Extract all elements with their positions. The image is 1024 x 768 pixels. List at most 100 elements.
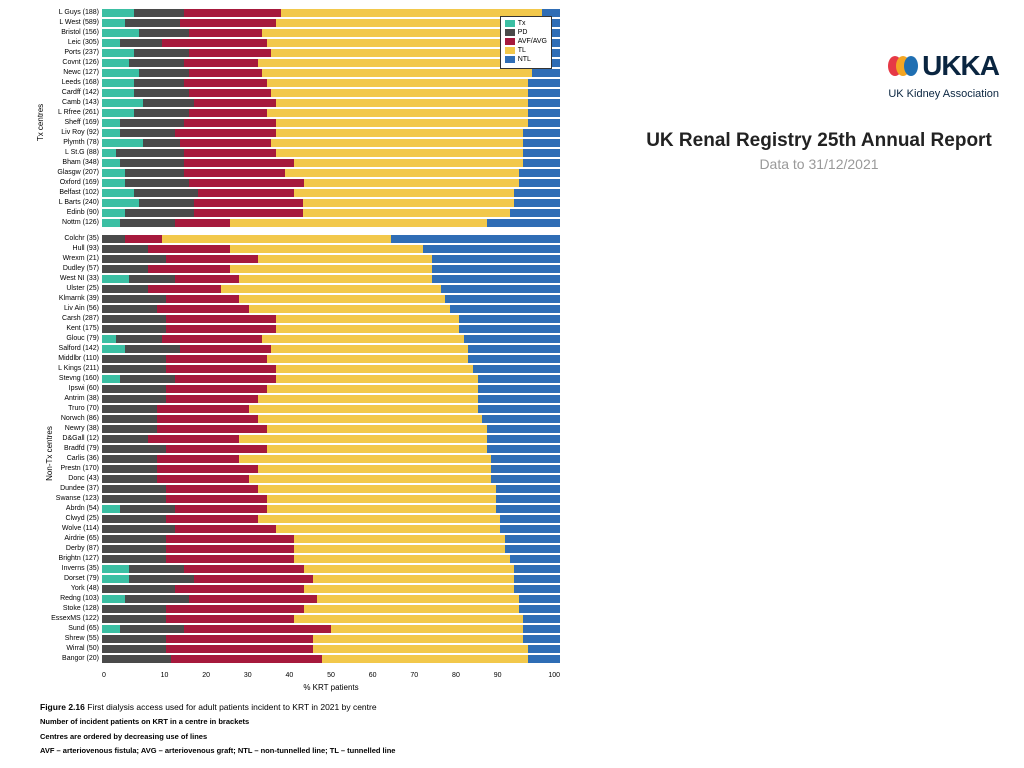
bar-label: Colchr (35) xyxy=(40,235,102,242)
bar-segment xyxy=(166,315,276,323)
bar-row: Carlis (36) xyxy=(40,454,560,463)
bar-row: Belfast (102) xyxy=(40,188,560,197)
bar-label: Bham (348) xyxy=(40,159,102,166)
legend-item: Tx xyxy=(505,20,547,27)
bar-segment xyxy=(166,395,258,403)
bar-segment xyxy=(267,109,528,117)
bar-segment xyxy=(166,485,258,493)
bar-segment xyxy=(102,285,148,293)
bar-label: Swanse (123) xyxy=(40,495,102,502)
bar-segment xyxy=(102,525,175,533)
bar-row: Prestn (170) xyxy=(40,464,560,473)
bar-track xyxy=(102,59,560,67)
bar-track xyxy=(102,595,560,603)
bar-segment xyxy=(239,275,431,283)
bar-row: Ports (237) xyxy=(40,48,560,57)
bar-label: Ports (237) xyxy=(40,49,102,56)
bar-segment xyxy=(468,345,560,353)
bar-track xyxy=(102,655,560,663)
bar-segment xyxy=(102,505,120,513)
bar-label: Newc (127) xyxy=(40,69,102,76)
bar-segment xyxy=(102,405,157,413)
bar-segment xyxy=(313,635,524,643)
bar-segment xyxy=(496,485,560,493)
bar-segment xyxy=(519,595,560,603)
bar-segment xyxy=(294,555,509,563)
bar-segment xyxy=(102,305,157,313)
bar-track xyxy=(102,455,560,463)
x-axis-label: % KRT patients xyxy=(102,683,560,692)
bar-segment xyxy=(162,39,267,47)
bar-segment xyxy=(491,475,560,483)
bar-segment xyxy=(184,59,257,67)
bar-segment xyxy=(134,49,189,57)
bar-segment xyxy=(102,139,143,147)
bar-segment xyxy=(528,119,560,127)
bar-segment xyxy=(102,535,166,543)
bar-row: Stoke (128) xyxy=(40,604,560,613)
bar-segment xyxy=(189,29,262,37)
bar-label: Derby (87) xyxy=(40,545,102,552)
bar-label: L Guys (188) xyxy=(40,9,102,16)
bar-segment xyxy=(510,209,560,217)
bar-track xyxy=(102,625,560,633)
bar-segment xyxy=(276,325,459,333)
bar-segment xyxy=(194,99,276,107)
bar-segment xyxy=(166,385,267,393)
bar-segment xyxy=(184,565,303,573)
bar-segment xyxy=(519,179,560,187)
bar-track xyxy=(102,209,560,217)
bar-segment xyxy=(184,79,266,87)
bar-segment xyxy=(175,525,276,533)
bar-segment xyxy=(157,305,249,313)
bar-row: Dorset (79) xyxy=(40,574,560,583)
bar-segment xyxy=(134,9,184,17)
bar-track xyxy=(102,645,560,653)
bar-track xyxy=(102,275,560,283)
bar-segment xyxy=(129,275,175,283)
bar-segment xyxy=(102,325,166,333)
bar-row: Colchr (35) xyxy=(40,234,560,243)
bar-label: Leic (305) xyxy=(40,39,102,46)
bar-segment xyxy=(271,345,468,353)
x-axis: 0102030405060708090100 xyxy=(102,672,560,679)
bar-segment xyxy=(510,555,560,563)
bar-row: Redng (103) xyxy=(40,594,560,603)
bar-segment xyxy=(487,445,560,453)
bar-segment xyxy=(120,159,184,167)
bar-segment xyxy=(125,345,180,353)
bar-row: EssexMS (122) xyxy=(40,614,560,623)
bar-segment xyxy=(500,525,560,533)
logo-text: UKKA xyxy=(922,50,999,82)
figure-number: Figure 2.16 xyxy=(40,702,85,712)
bar-segment xyxy=(271,89,527,97)
bar-segment xyxy=(102,415,157,423)
bar-row: Edinb (90) xyxy=(40,208,560,217)
bar-segment xyxy=(500,515,560,523)
bar-segment xyxy=(102,315,166,323)
bar-segment xyxy=(505,545,560,553)
bar-segment xyxy=(276,375,478,383)
bar-segment xyxy=(102,635,166,643)
bar-row: Cardff (142) xyxy=(40,88,560,97)
bar-row: Camb (143) xyxy=(40,98,560,107)
bar-row: L West (589) xyxy=(40,18,560,27)
bar-segment xyxy=(102,435,148,443)
bar-label: L St.G (88) xyxy=(40,149,102,156)
bar-segment xyxy=(194,199,304,207)
bar-segment xyxy=(271,139,523,147)
bar-segment xyxy=(125,595,189,603)
bar-segment xyxy=(166,535,294,543)
logo-subtitle: UK Kidney Association xyxy=(639,88,999,100)
bar-segment xyxy=(162,235,391,243)
bar-segment xyxy=(478,385,560,393)
bar-row: West NI (33) xyxy=(40,274,560,283)
bar-segment xyxy=(102,595,125,603)
bar-segment xyxy=(102,169,125,177)
bar-segment xyxy=(189,109,267,117)
bar-label: Hull (93) xyxy=(40,245,102,252)
axis-tick: 50 xyxy=(310,672,352,679)
bar-segment xyxy=(258,485,496,493)
bar-row: Swanse (123) xyxy=(40,494,560,503)
bar-track xyxy=(102,295,560,303)
